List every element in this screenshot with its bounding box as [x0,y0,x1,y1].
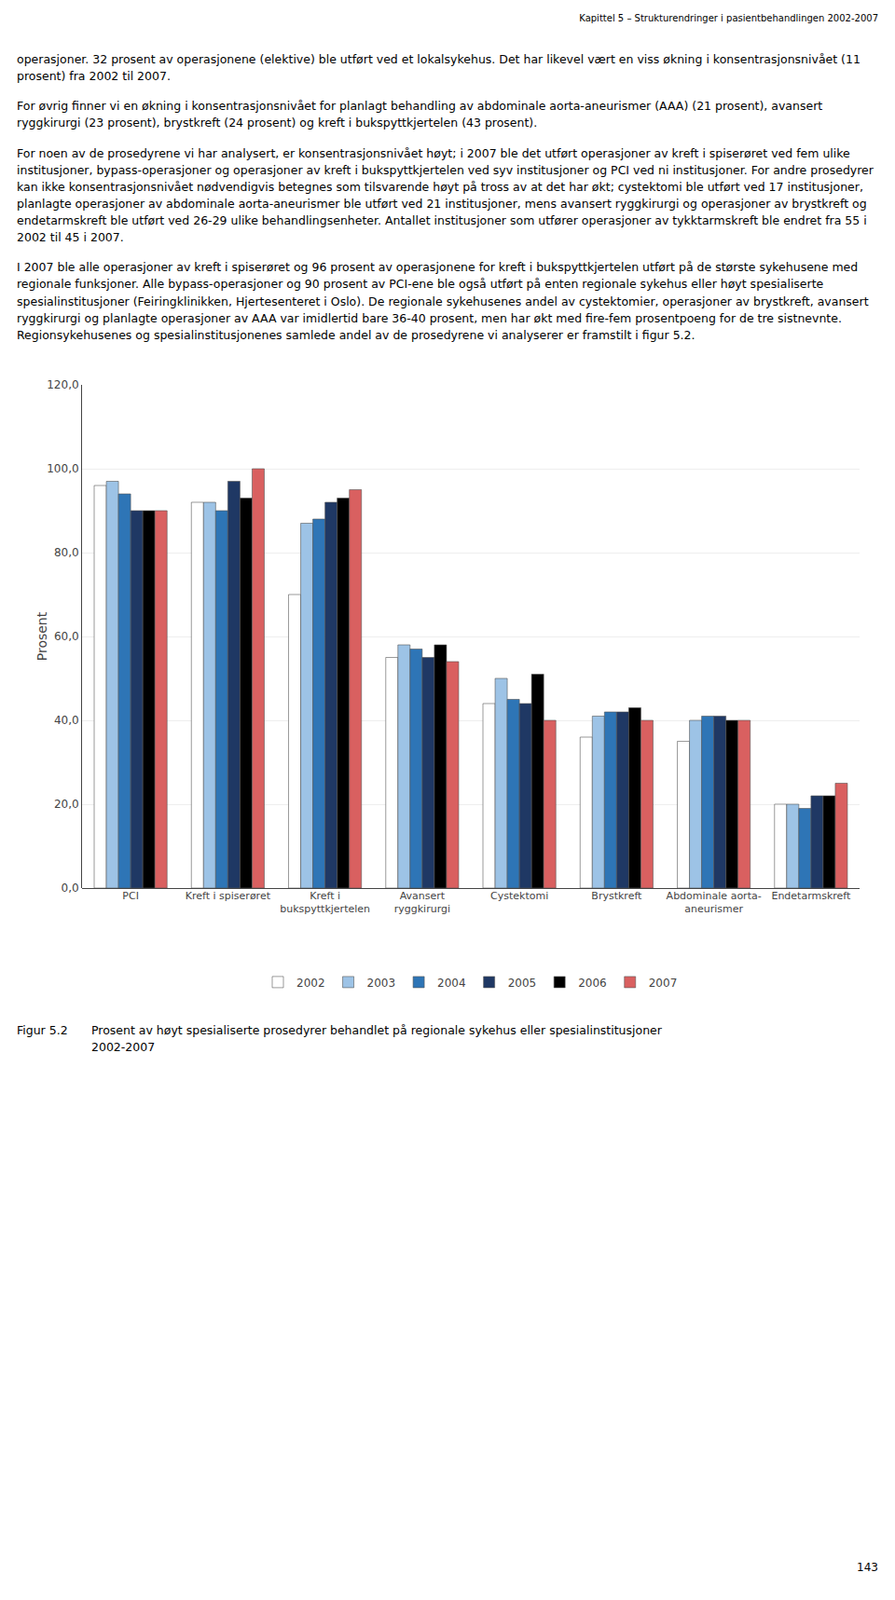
html-text:Kapittel 5 – Strukturendringer: Kapittel 5 – Strukturendringer i pasient… [579,13,879,24]
svg-text:40,0: 40,0 [54,714,80,728]
svg-text:2006: 2006 [578,977,607,991]
svg-text:Abdominale aorta-aneurismer: Abdominale aorta-aneurismer [666,890,762,916]
svg-text:Cystektomi: Cystektomi [490,890,549,903]
html-text:Prosent av høyt spesialiserte: Prosent av høyt spesialiserte prosedyrer… [91,1023,662,1038]
svg-text:Brystkreft: Brystkreft [591,890,643,903]
svg-text:100,0: 100,0 [46,462,79,476]
html-text:For øvrig finner vi en økning: For øvrig finner vi en økning i konsentr… [16,99,823,130]
svg-text:Prosent: Prosent [34,611,50,661]
svg-text:PCI: PCI [122,890,139,903]
svg-text:120,0: 120,0 [46,378,79,392]
svg-text:2004: 2004 [437,977,467,991]
svg-text:80,0: 80,0 [54,546,80,560]
svg-text:2007: 2007 [648,977,678,991]
svg-text:2003: 2003 [367,977,397,991]
svg-text:60,0: 60,0 [54,630,80,644]
html-text:operasjoner. 32 prosent av ope: operasjoner. 32 prosent av operasjonene … [16,52,861,84]
html-text:143: 143 [856,1561,879,1575]
svg-text:0,0: 0,0 [61,881,80,895]
html-text:2002-2007: 2002-2007 [91,1040,155,1055]
svg-text:Kreft i spiserøret: Kreft i spiserøret [185,890,272,903]
svg-text:20,0: 20,0 [54,798,80,812]
svg-text:2005: 2005 [508,977,537,991]
svg-text:Endetarmskreft: Endetarmskreft [771,890,852,903]
svg-text:Kreft ibukspyttkjertelen: Kreft ibukspyttkjertelen [279,890,371,916]
html-text:Figur 5.2: Figur 5.2 [16,1023,68,1038]
svg-text:2002: 2002 [296,977,326,991]
svg-text:Avansertryggkirurgi: Avansertryggkirurgi [394,890,451,916]
html-text:I 2007 ble alle operasjoner av: I 2007 ble alle operasjoner av kreft i s… [16,260,869,342]
html-text:For noen av de prosedyrene vi: For noen av de prosedyrene vi har analys… [16,145,874,245]
